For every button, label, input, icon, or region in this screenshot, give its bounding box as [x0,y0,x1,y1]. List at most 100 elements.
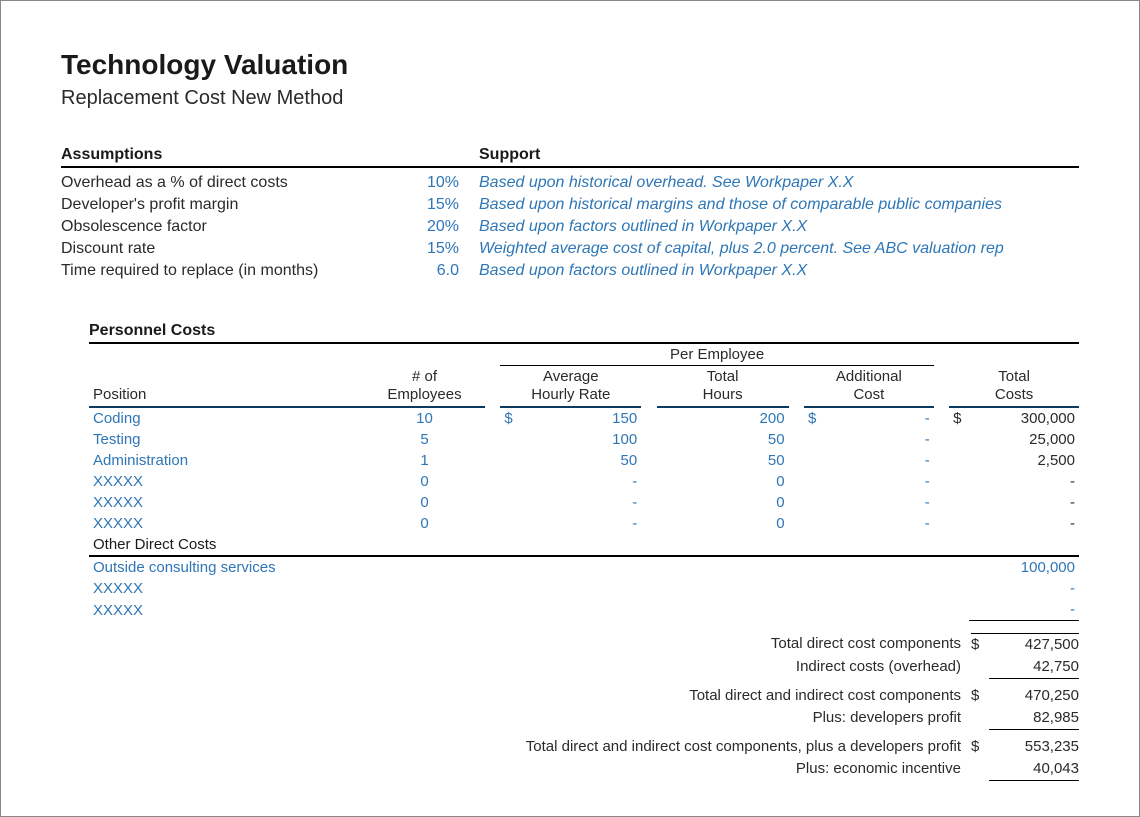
table-row: XXXXX0-0-- [89,492,1079,513]
personnel-header: Personnel Costs [89,322,1079,344]
page-subtitle: Replacement Cost New Method [61,87,1079,110]
total-symbol: $ [971,685,989,707]
position-cell: XXXXX [89,513,364,534]
employees-cell: 0 [364,513,485,534]
total-label: Plus: developers profit [813,707,971,730]
assumption-row: Developer's profit margin15% [61,194,479,216]
rate-cell: 100 [520,429,641,450]
total-cell: 2,500 [969,450,1079,471]
add-symbol [804,450,824,471]
col-position: Position [89,366,364,408]
add-cell: - [824,407,934,429]
total-value: 82,985 [989,707,1079,730]
personnel-table: Per Employee Position # ofEmployees Aver… [89,344,1079,621]
add-cell: - [824,492,934,513]
table-row: XXXXX- [89,599,1079,621]
rate-symbol [500,492,520,513]
total-symbol [971,656,989,679]
rate-cell: 150 [520,407,641,429]
hours-cell: 200 [657,407,789,429]
add-symbol [804,429,824,450]
total-cell: - [969,492,1079,513]
assumption-row: Time required to replace (in months)6.0 [61,260,479,282]
total-symbol: $ [971,633,989,656]
personnel-block: Personnel Costs Per Employee Position # … [61,322,1079,781]
total-symbol [971,758,989,781]
total-cell: - [969,513,1079,534]
assumptions-header: Assumptions [61,146,479,168]
table-row: Coding10$150200$-$300,000 [89,407,1079,429]
employees-cell: 0 [364,471,485,492]
total-row: Total direct and indirect cost component… [117,736,1079,758]
other-label: XXXXX [89,578,934,599]
table-row: Administration15050-2,500 [89,450,1079,471]
position-cell: XXXXX [89,471,364,492]
total-symbol: $ [971,736,989,758]
rate-symbol: $ [500,407,520,429]
assumption-label: Obsolescence factor [61,216,409,238]
total-row: Total direct and indirect cost component… [117,685,1079,707]
total-value: 470,250 [989,685,1079,707]
rate-symbol [500,450,520,471]
position-cell: XXXXX [89,492,364,513]
hours-cell: 50 [657,429,789,450]
support-text: Weighted average cost of capital, plus 2… [479,238,1079,260]
assumption-value: 10% [409,172,479,194]
support-header: Support [479,146,1079,168]
assumption-value: 6.0 [409,260,479,282]
add-cell: - [824,471,934,492]
support-text: Based upon factors outlined in Workpaper… [479,260,1079,282]
other-value: 100,000 [969,556,1079,578]
hours-cell: 0 [657,492,789,513]
other-direct-header: Other Direct Costs [89,534,1079,556]
add-cell: - [824,513,934,534]
total-label: Total direct and indirect cost component… [526,736,971,758]
total-cell: - [969,471,1079,492]
other-direct-header-row: Other Direct Costs [89,534,1079,556]
employees-cell: 5 [364,429,485,450]
employees-cell: 10 [364,407,485,429]
total-cell: 25,000 [969,429,1079,450]
total-row: Plus: developers profit 82,985 [117,707,1079,730]
assumption-label: Overhead as a % of direct costs [61,172,409,194]
total-label: Total direct and indirect cost component… [689,685,971,707]
col-employees: # ofEmployees [364,366,485,408]
assumption-value: 15% [409,194,479,216]
add-symbol [804,513,824,534]
employees-cell: 0 [364,492,485,513]
col-rate: AverageHourly Rate [500,366,641,408]
add-cell: - [824,429,934,450]
total-label: Total direct cost components [771,633,971,656]
add-symbol [804,471,824,492]
assumption-label: Time required to replace (in months) [61,260,409,282]
other-label: Outside consulting services [89,556,934,578]
per-employee-header: Per Employee [500,344,933,366]
rate-cell: - [520,513,641,534]
col-additional: AdditionalCost [804,366,934,408]
table-row: XXXXX - [89,578,1079,599]
support-text: Based upon historical margins and those … [479,194,1079,216]
total-label: Plus: economic incentive [796,758,971,781]
assumption-row: Overhead as a % of direct costs10% [61,172,479,194]
table-row: XXXXX0-0-- [89,471,1079,492]
totals-block: Total direct cost components$427,500Indi… [89,633,1079,781]
position-cell: Administration [89,450,364,471]
table-row: XXXXX0-0-- [89,513,1079,534]
hours-cell: 0 [657,513,789,534]
support-text: Based upon factors outlined in Workpaper… [479,216,1079,238]
total-symbol [949,513,969,534]
rate-cell: 50 [520,450,641,471]
total-row: Plus: economic incentive 40,043 [117,758,1079,781]
total-cell: 300,000 [969,407,1079,429]
other-symbol [949,556,969,578]
page-title: Technology Valuation [61,49,1079,81]
assumption-value: 20% [409,216,479,238]
total-value: 427,500 [989,633,1079,656]
hours-cell: 50 [657,450,789,471]
total-symbol [949,492,969,513]
assumption-row: Discount rate15% [61,238,479,260]
total-value: 40,043 [989,758,1079,781]
column-headers: Position # ofEmployees AverageHourly Rat… [89,366,1079,408]
other-value: - [969,578,1079,599]
assumption-label: Discount rate [61,238,409,260]
